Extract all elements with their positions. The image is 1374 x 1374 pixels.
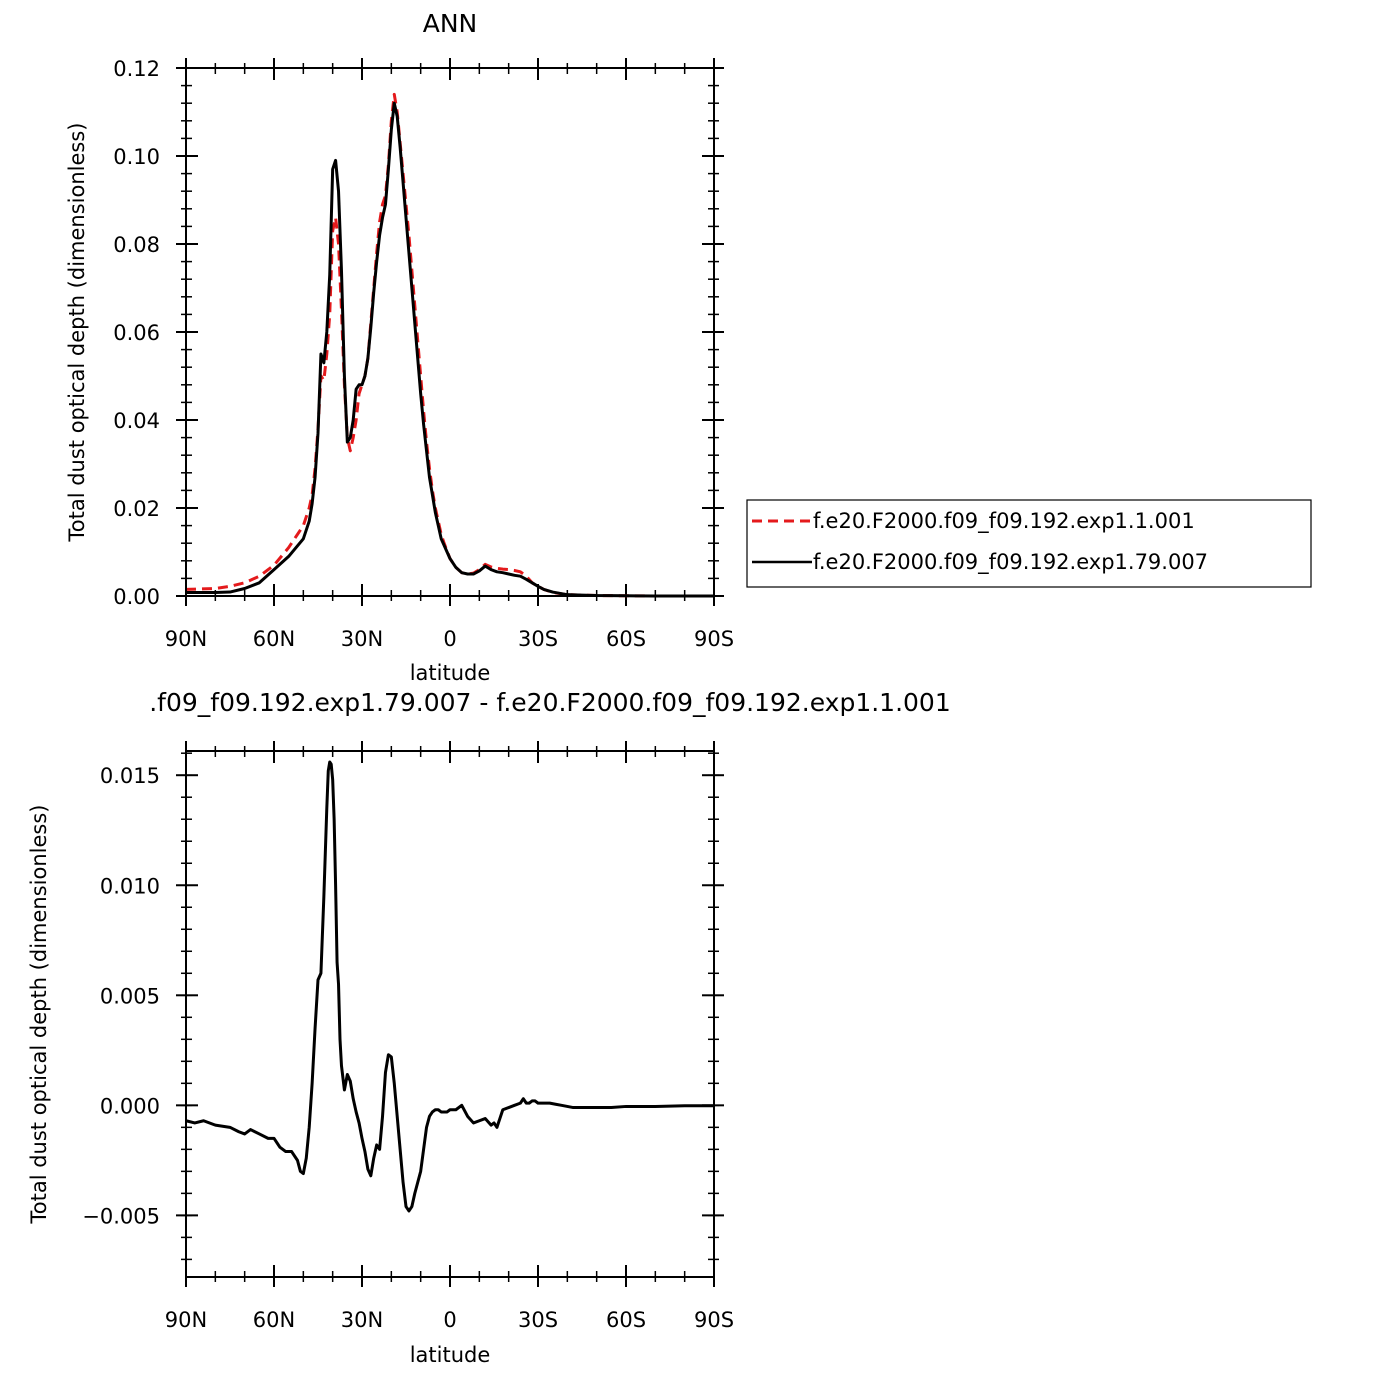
bottom-ytick-label: 0.005 [100,984,160,1008]
bottom-series-lines [185,760,714,1213]
top-xtick-label: 30N [341,627,383,651]
bottom-plot-frame [185,750,715,1278]
top-xtick-label: 60N [253,627,295,651]
top-ylabel: Total dust optical depth (dimensionless) [65,123,89,543]
bottom-series-line-0 [185,760,714,1213]
legend-box [746,499,1312,588]
top-ytick-label: 0.08 [113,233,160,257]
top-panel: ANN 90N 60N 30N 0 30S 60S 90S 0.00 0.02 0.04 0.06 0… [65,9,1312,685]
bottom-ticks: 90N 60N 30N 0 30S 60S 90S −0.005 0.000 0.005 0.010… [82,741,734,1332]
bottom-xtick-label: 90N [165,1308,207,1332]
bottom-xtick-label: 90S [694,1308,734,1332]
top-series-lines [185,92,714,598]
bottom-xlabel: latitude [410,1343,491,1367]
top-xtick-label: 90N [165,627,207,651]
bottom-xtick-label: 30N [341,1308,383,1332]
bottom-ytick-label: 0.010 [100,874,160,898]
top-ticks: 90N 60N 30N 0 30S 60S 90S 0.00 0.02 0.04 0.06 0.08 0… [113,57,734,651]
bottom-ytick-label: 0.000 [100,1094,160,1118]
top-ytick-label: 0.04 [113,409,160,433]
bottom-ylabel: Total dust optical depth (dimensionless) [27,805,51,1225]
top-series-line-1 [186,101,714,598]
top-ytick-label: 0.02 [113,497,160,521]
legend-label-0: f.e20.F2000.f09_f09.192.exp1.1.001 [813,509,1195,534]
top-ytick-label: 0.12 [113,57,160,81]
legend-label-1: f.e20.F2000.f09_f09.192.exp1.79.007 [813,550,1208,575]
top-ytick-label: 0.10 [113,145,160,169]
top-xtick-label: 60S [606,627,646,651]
top-plot-frame [185,67,715,597]
top-xtick-label: 30S [518,627,558,651]
bottom-title: .f09_f09.192.exp1.79.007 - f.e20.F2000.f… [149,688,951,717]
top-title: ANN [423,9,478,38]
top-ytick-label: 0.00 [113,585,160,609]
legend: f.e20.F2000.f09_f09.192.exp1.1.001 f.e20… [746,499,1312,588]
bottom-xtick-label: 30S [518,1308,558,1332]
bottom-xtick-label: 0 [443,1308,456,1332]
bottom-ytick-label: 0.015 [100,764,160,788]
top-xlabel: latitude [410,661,491,685]
top-xtick-label: 90S [694,627,734,651]
top-series-line-0 [185,92,714,598]
bottom-xtick-label: 60N [253,1308,295,1332]
bottom-panel: .f09_f09.192.exp1.79.007 - f.e20.F2000.f… [27,688,951,1367]
top-ytick-label: 0.06 [113,321,160,345]
top-xtick-label: 0 [443,627,456,651]
bottom-ytick-label: −0.005 [82,1204,160,1228]
bottom-xtick-label: 60S [606,1308,646,1332]
